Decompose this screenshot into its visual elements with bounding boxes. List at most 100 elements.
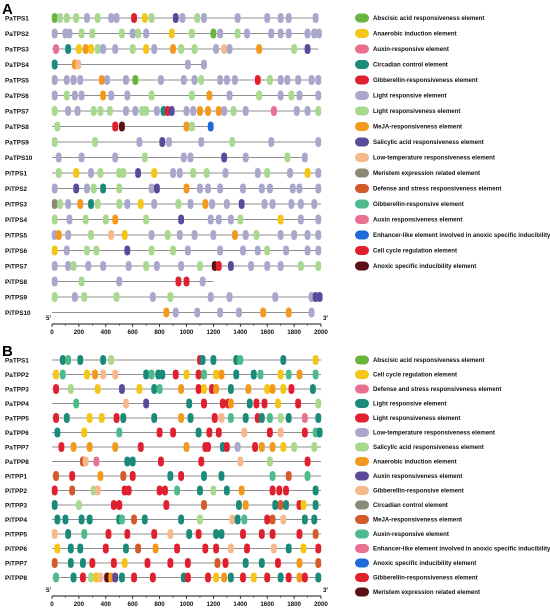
gene-row: PaTPP8 xyxy=(5,456,321,467)
cis-element-mark xyxy=(112,369,119,380)
axis-tick-label: 1400 xyxy=(233,601,247,608)
axis-tick-label: 1200 xyxy=(207,329,221,336)
cis-element-mark xyxy=(291,230,297,240)
cis-element-mark xyxy=(98,75,105,85)
cis-element-mark xyxy=(210,355,217,365)
cis-element-mark xyxy=(227,261,234,271)
legend-item: Anoxic specific inducibility element xyxy=(355,558,476,568)
cis-element-mark xyxy=(156,427,163,438)
cis-element-mark xyxy=(148,369,155,380)
cis-element-mark xyxy=(284,75,291,85)
cis-element-mark xyxy=(55,168,62,178)
cis-element-mark xyxy=(258,529,265,539)
cis-element-mark xyxy=(121,558,128,568)
cis-element-mark xyxy=(195,369,202,380)
cis-element-mark xyxy=(191,44,198,54)
cis-element-mark xyxy=(110,558,117,568)
legend-swatch xyxy=(355,544,369,553)
gene-row: PaTPS8 xyxy=(5,121,214,132)
cis-element-mark xyxy=(315,106,322,116)
gene-label: PiTPS3 xyxy=(5,201,27,208)
cis-element-mark xyxy=(78,514,85,525)
cis-element-mark xyxy=(272,292,279,302)
cis-element-mark xyxy=(234,13,241,23)
gene-row: PiTPS10 xyxy=(5,307,315,318)
gene-label: PiTPS8 xyxy=(5,279,27,286)
cis-element-mark xyxy=(162,485,168,496)
cis-element-mark xyxy=(285,28,292,39)
gene-row: PaTPS5 xyxy=(5,75,322,85)
cis-element-mark xyxy=(315,214,322,225)
cis-element-mark xyxy=(172,307,179,318)
axis-tick-label: 800 xyxy=(154,601,165,608)
cis-element-mark xyxy=(152,543,159,554)
cis-element-mark xyxy=(315,90,322,101)
cis-element-mark xyxy=(213,44,219,54)
gene-label: PaTPS4 xyxy=(5,62,29,69)
legend-item: Auxin responsiveness element xyxy=(355,471,462,481)
cis-element-mark xyxy=(315,183,322,194)
legend-label: Meristem expression related element xyxy=(373,589,480,596)
cis-element-mark xyxy=(168,106,175,116)
gene-label: PiTPP5 xyxy=(5,531,27,538)
legend-label: Enhancer-like element involved in anoxic… xyxy=(373,546,550,553)
cis-element-mark xyxy=(229,514,236,525)
cis-element-mark xyxy=(217,183,224,194)
cis-element-mark xyxy=(240,529,246,539)
cis-element-mark xyxy=(137,199,144,209)
cis-element-mark xyxy=(296,529,303,539)
cis-element-mark xyxy=(300,500,307,510)
three-prime-label: 3' xyxy=(323,315,329,322)
legend-item: Meristem expression related element xyxy=(355,587,480,597)
cis-element-mark xyxy=(51,28,58,39)
cis-element-mark xyxy=(258,558,265,568)
legend-item: Circadian control element xyxy=(355,60,448,69)
cis-element-mark xyxy=(88,44,94,54)
cis-element-mark xyxy=(71,292,78,302)
cis-element-mark xyxy=(266,75,273,85)
panel-label: B xyxy=(2,343,13,360)
cis-element-mark xyxy=(51,90,58,101)
cis-element-mark xyxy=(183,121,190,132)
cis-element-mark xyxy=(149,292,156,302)
cis-element-mark xyxy=(242,413,249,423)
cis-element-mark xyxy=(66,214,73,225)
cis-element-mark xyxy=(221,152,228,163)
cis-element-mark xyxy=(178,44,185,54)
legend-swatch xyxy=(355,44,369,54)
cis-element-mark xyxy=(108,355,115,365)
cis-element-mark xyxy=(123,106,129,116)
legend-item: Abscisic acid responsiveness element xyxy=(355,13,484,23)
cis-element-mark xyxy=(65,355,72,365)
legend-swatch xyxy=(355,13,369,23)
cis-element-mark xyxy=(300,543,307,554)
cis-element-mark xyxy=(241,427,248,438)
axis-tick-label: 1200 xyxy=(207,601,221,608)
cis-element-mark xyxy=(197,514,203,525)
cis-element-mark xyxy=(51,292,58,302)
cis-element-mark xyxy=(312,355,319,365)
legend-swatch xyxy=(355,91,369,100)
legend-item: Auxin-responsive element xyxy=(355,44,449,54)
legend-item: Defense and stress responsiveness elemen… xyxy=(355,384,501,394)
legend-label: Light responsive element xyxy=(373,93,446,100)
legend-swatch xyxy=(355,370,369,379)
cis-element-mark xyxy=(271,106,277,116)
legend-swatch xyxy=(355,199,369,209)
cis-element-mark xyxy=(227,214,234,225)
cis-element-mark xyxy=(183,276,190,287)
cis-element-mark xyxy=(217,245,224,256)
cis-element-mark xyxy=(264,13,271,23)
cis-element-mark xyxy=(183,369,190,380)
cis-element-mark xyxy=(119,28,125,39)
cis-element-mark xyxy=(69,471,76,481)
cis-element-mark xyxy=(51,558,58,568)
axis-tick-label: 1000 xyxy=(180,329,194,336)
cis-element-mark xyxy=(65,261,72,271)
cis-element-mark xyxy=(205,106,211,116)
cis-element-mark xyxy=(116,427,123,438)
cis-element-mark xyxy=(253,230,260,240)
gene-label: PaTPS2 xyxy=(5,31,29,38)
cis-element-mark xyxy=(201,13,207,23)
cis-element-mark xyxy=(65,44,72,54)
